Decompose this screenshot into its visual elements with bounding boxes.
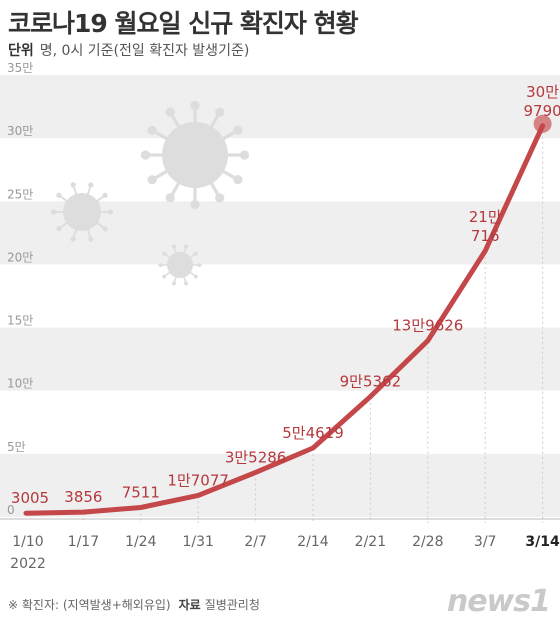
data-label: 21만 716 [469, 208, 502, 245]
data-label: 30만 9790 [524, 83, 560, 120]
x-tick-label: 1/31 [182, 534, 213, 550]
x-tick-label: 1/10 [12, 534, 43, 550]
series-line [23, 123, 546, 516]
x-tick-label: 2/7 [244, 534, 267, 550]
unit-text: 명, 0시 기준(전일 확진자 발생기준) [39, 43, 250, 59]
x-tick-label: 2/28 [412, 534, 443, 550]
virus-decoration-large [140, 100, 250, 210]
x-tick-label: 3/14 [525, 534, 560, 550]
x-year-label: 2022 [10, 556, 46, 572]
y-tick-label: 35만 [7, 61, 33, 75]
x-tick-label: 2/21 [355, 534, 386, 550]
data-label: 3005 [11, 489, 49, 507]
virus-decoration-medium [50, 182, 114, 242]
data-label: 7511 [122, 484, 160, 502]
footer: ※ 확진자: (지역발생+해외유입) 자료 질병관리청 [8, 596, 260, 613]
y-tick-label: 20만 [7, 250, 33, 264]
grid-band [0, 327, 560, 391]
x-tick-label: 1/24 [125, 534, 157, 550]
y-tick-label: 25만 [7, 187, 33, 201]
data-label: 3856 [64, 488, 102, 506]
data-label: 13만9626 [392, 317, 463, 335]
unit-label: 단위 [8, 43, 34, 59]
y-tick-label: 5만 [7, 440, 26, 454]
data-label: 1만7077 [167, 471, 229, 489]
data-label: 3만5286 [225, 448, 287, 466]
y-tick-label: 30만 [7, 124, 33, 138]
x-tick-label: 2/14 [297, 534, 329, 550]
source-name: 질병관리청 [204, 598, 260, 612]
chart-title: 코로나19 월요일 신규 확진자 현황 [8, 9, 359, 38]
virus-decoration-small [158, 244, 202, 286]
source-label: 자료 [178, 598, 201, 612]
unit-line: 단위 명, 0시 기준(전일 확진자 발생기준) [8, 40, 249, 60]
x-tick-label: 1/17 [68, 534, 99, 550]
footnote: ※ 확진자: (지역발생+해외유입) [8, 598, 171, 612]
y-tick-label: 15만 [7, 314, 33, 328]
grid-band [0, 75, 560, 139]
brand-logo: news1 [446, 584, 551, 619]
data-label: 9만5362 [340, 373, 402, 391]
data-label: 5만4619 [282, 424, 344, 442]
y-tick-label: 0 [7, 503, 15, 517]
last-point-marker [533, 114, 552, 133]
x-tick-label: 3/7 [474, 534, 497, 550]
y-tick-label: 10만 [7, 377, 33, 391]
